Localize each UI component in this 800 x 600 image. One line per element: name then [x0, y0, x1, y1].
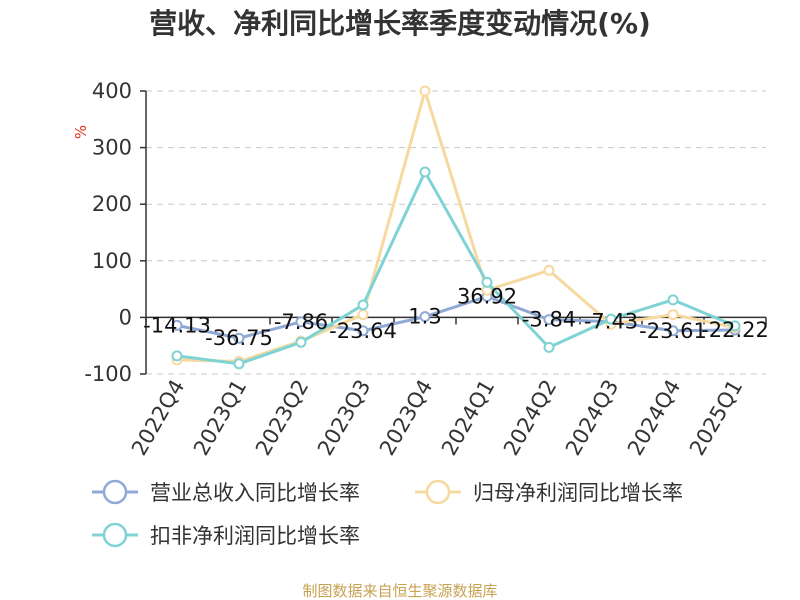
series-line-3	[176, 170, 736, 366]
data-point[interactable]	[729, 320, 741, 332]
data-label: -3.84	[522, 308, 576, 332]
legend-item-2[interactable]: 归母净利润同比增长率	[415, 479, 683, 505]
legend-marker	[102, 479, 128, 505]
data-point[interactable]	[419, 311, 431, 323]
data-label: -14.13	[143, 313, 211, 337]
legend-marker	[425, 479, 451, 505]
x-tick-label: 2023Q4	[375, 376, 437, 460]
data-point[interactable]	[419, 166, 431, 178]
y-tick-labels: 400 300 200 100 0 -100	[84, 79, 132, 386]
legend-label: 归母净利润同比增长率	[473, 481, 683, 505]
data-point[interactable]	[667, 309, 679, 321]
data-label: -23.64	[329, 319, 397, 343]
data-point[interactable]	[543, 341, 555, 353]
data-point[interactable]	[233, 358, 245, 370]
data-label: -7.43	[584, 310, 638, 334]
x-tick-labels: 2022Q4 2023Q1 2023Q2 2023Q3 2023Q4 2024Q1 2024…	[127, 376, 747, 460]
series-line-2	[176, 89, 736, 364]
x-tick-label: 2023Q2	[251, 376, 313, 460]
data-point[interactable]	[543, 264, 555, 276]
data-label: -7.86	[274, 310, 328, 334]
data-label: 1.3	[408, 305, 441, 329]
y-tick-label: 0	[119, 305, 132, 329]
legend-item-1[interactable]: 营业总收入同比增长率	[92, 479, 360, 505]
y-axis-unit-label: %	[72, 125, 90, 139]
data-source-note: 制图数据来自恒生聚源数据库	[302, 582, 497, 600]
series-line-1	[176, 295, 736, 340]
data-point[interactable]	[233, 332, 245, 344]
data-point[interactable]	[543, 314, 555, 326]
data-point[interactable]	[357, 325, 369, 337]
x-tick-label: 2024Q3	[561, 376, 623, 460]
chart-title: 营收、净利同比增长率季度变动情况(%)	[149, 7, 651, 40]
data-point[interactable]	[171, 350, 183, 362]
x-tick-label: 2022Q4	[127, 376, 189, 460]
y-tick-label: 100	[92, 249, 132, 273]
data-point[interactable]	[667, 294, 679, 306]
data-point[interactable]	[605, 313, 617, 325]
x-tick-label: 2025Q1	[685, 376, 747, 460]
data-point[interactable]	[419, 85, 431, 97]
data-point[interactable]	[357, 299, 369, 311]
x-tick-label: 2024Q4	[623, 376, 685, 460]
y-tick-label: 200	[92, 192, 132, 216]
y-tick-label: 300	[92, 136, 132, 160]
legend-label: 扣非净利润同比增长率	[150, 524, 360, 548]
data-point[interactable]	[357, 309, 369, 321]
grid-lines	[140, 90, 766, 375]
data-point[interactable]	[481, 276, 493, 288]
x-tick-label: 2023Q1	[189, 376, 251, 460]
data-labels: -14.13-36.75-7.86 -23.64 1.3 36.92-3.84 -7.4…	[143, 285, 769, 351]
data-label: -23.61	[639, 319, 707, 343]
data-point[interactable]	[667, 325, 679, 337]
series-group	[171, 85, 741, 370]
legend-item-3[interactable]: 扣非净利润同比增长率	[92, 522, 360, 548]
data-label: -36.75	[205, 326, 273, 350]
y-tick-label: -100	[84, 362, 132, 386]
x-tick-label: 2023Q3	[313, 376, 375, 460]
data-point[interactable]	[295, 336, 307, 348]
data-label: 36.92	[457, 285, 517, 309]
legend-marker	[102, 522, 128, 548]
data-point[interactable]	[171, 319, 183, 331]
data-point[interactable]	[295, 316, 307, 328]
data-label: -22.22	[701, 318, 769, 342]
legend-label: 营业总收入同比增长率	[150, 481, 360, 505]
y-tick-label: 400	[92, 79, 132, 103]
x-tick-label: 2024Q2	[499, 376, 561, 460]
x-tick-label: 2024Q1	[437, 376, 499, 460]
